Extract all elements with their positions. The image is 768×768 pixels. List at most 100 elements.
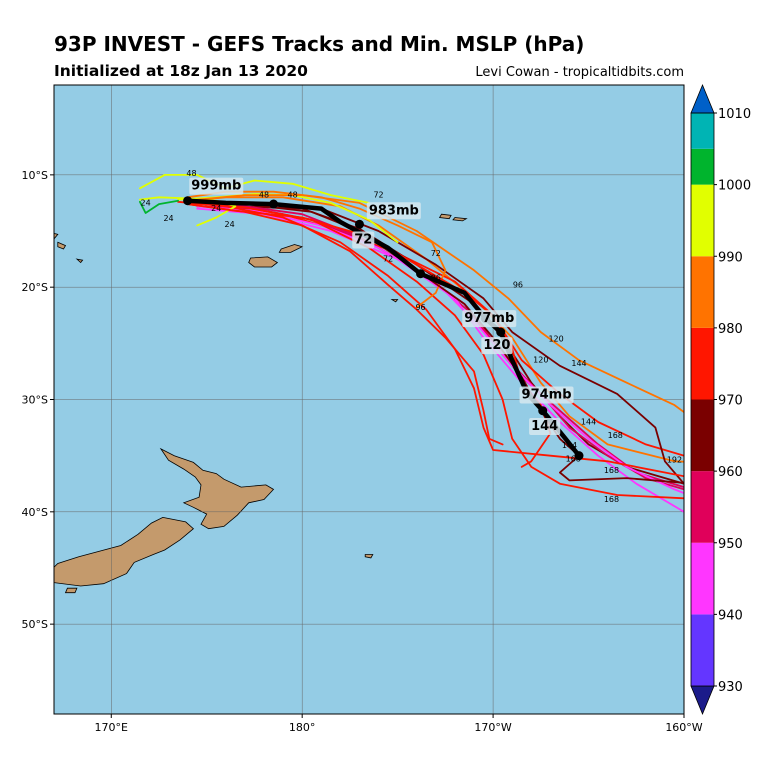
x-tick-label: 170°W <box>474 721 511 734</box>
forecast-hour-label: 192 <box>737 514 752 523</box>
forecast-hour-label: 168 <box>608 431 623 440</box>
mean-hour-label: 144 <box>531 419 558 434</box>
colorbar-tick-label: 950 <box>718 537 743 552</box>
mean-track-line <box>185 198 582 458</box>
grid-layer <box>54 85 684 714</box>
mean-hour-label: 72 <box>354 233 372 248</box>
forecast-hour-label: 24 <box>211 204 221 213</box>
pressure-label: 983mb <box>369 203 419 218</box>
colorbar-bottom-arrow <box>690 685 715 716</box>
forecast-hour-label: 24 <box>225 220 235 229</box>
land-espiritu-santo <box>54 233 59 240</box>
ensemble-track <box>186 194 684 414</box>
x-axis-ticks: 170°E 180° 170°W 160°W <box>95 714 703 734</box>
colorbar-tick-label: 980 <box>718 322 743 337</box>
forecast-hour-label: 24 <box>141 198 151 207</box>
pressure-label-background <box>519 386 574 404</box>
pressure-label: 974mb <box>522 388 572 403</box>
chart-subtitle: Initialized at 18z Jan 13 2020 <box>54 62 308 80</box>
colorbar-band <box>691 471 714 543</box>
forecast-hour-label: 96 <box>513 280 523 289</box>
land-north-island <box>159 447 275 530</box>
x-tick-label: 180° <box>289 721 316 734</box>
ensemble-track <box>138 199 180 214</box>
colorbar-tick-label: 930 <box>718 680 743 695</box>
mean-track-marker <box>538 406 548 416</box>
colorbar-band <box>691 184 714 257</box>
pressure-label: 999mb <box>191 179 241 194</box>
land-chatham-islands <box>364 554 374 559</box>
colorbar-band <box>691 614 714 686</box>
land-malekula <box>57 241 67 250</box>
land-stewart-island <box>64 587 78 594</box>
ensemble-track <box>186 196 684 463</box>
colorbar-band <box>691 542 714 615</box>
y-tick-label: 50°S <box>22 618 48 631</box>
forecast-hour-label: 120 <box>548 334 563 343</box>
forecast-hour-label: 96 <box>431 274 441 283</box>
mean-hour-label-background <box>352 231 375 249</box>
y-tick-label: 40°S <box>22 506 48 519</box>
colorbar-tick-label: 970 <box>718 394 743 409</box>
land-viti-levu <box>248 256 279 268</box>
y-tick-label: 20°S <box>22 281 48 294</box>
mean-track-marker <box>183 196 193 206</box>
colorbar-tick-label: 940 <box>718 608 743 623</box>
colorbar-tick-label: 990 <box>718 250 743 265</box>
forecast-hour-label: 144 <box>571 359 586 368</box>
land-upolu <box>452 217 468 222</box>
credit-text: Levi Cowan - tropicaltidbits.com <box>475 65 684 80</box>
ensemble-track <box>177 200 684 478</box>
ensemble-track <box>186 201 684 500</box>
pressure-label-background <box>189 177 244 195</box>
forecast-hour-label: 192 <box>724 483 739 492</box>
colorbar-top-arrow <box>690 83 715 114</box>
forecast-hour-label: 48 <box>259 191 269 200</box>
forecast-hour-label: 72 <box>383 255 393 264</box>
forecast-hour-label: 48 <box>186 169 196 178</box>
colorbar-band <box>691 327 714 400</box>
mean-hour-label-group: 120 <box>481 337 513 355</box>
pressure-label-group: 999mb <box>189 177 244 195</box>
forecast-hour-label: 168 <box>724 456 739 465</box>
mean-hour-label-background <box>481 337 513 355</box>
chart-title: 93P INVEST - GEFS Tracks and Min. MSLP (… <box>54 32 585 56</box>
colorbar-band <box>691 148 714 185</box>
mean-hour-label-background <box>529 417 561 435</box>
y-axis-ticks: 10°S 20°S 30°S 40°S 50°S <box>22 169 54 631</box>
colorbar-tick-label: 960 <box>718 465 743 480</box>
forecast-hour-label: 216 <box>743 465 758 474</box>
pressure-label-background <box>366 202 421 220</box>
y-tick-label: 10°S <box>22 169 48 182</box>
x-tick-label: 160°W <box>665 721 702 734</box>
forecast-hour-label: 72 <box>431 249 441 258</box>
pressure-label-group: 983mb <box>366 202 421 220</box>
colorbar-tick-label: 1010 <box>718 107 751 122</box>
forecast-hour-label: 96 <box>415 303 425 312</box>
forecast-hour-label: 144 <box>562 441 577 450</box>
y-tick-label: 30°S <box>22 394 48 407</box>
colorbar-tick-label: 1000 <box>718 179 751 194</box>
forecast-hour-label: 72 <box>373 191 383 200</box>
colorbar-band <box>691 113 714 149</box>
mean-hour-label-group: 72 <box>352 231 375 249</box>
label-layer: 48 24 24 24 24 48 48 72 72 72 96 96 96 120 144 120 144 14… <box>141 169 758 523</box>
forecast-hour-label: 168 <box>566 455 581 464</box>
x-tick-label: 170°E <box>95 721 128 734</box>
mean-track-marker <box>496 327 506 337</box>
mean-track-marker <box>269 199 279 209</box>
forecast-hour-label: 168 <box>604 466 619 475</box>
land-vanua-levu <box>278 244 304 253</box>
colorbar-band <box>691 256 714 328</box>
land-efate <box>75 258 84 264</box>
forecast-hour-label: 192 <box>667 456 682 465</box>
forecast-hour-label: 120 <box>533 356 548 365</box>
mean-track-marker <box>354 219 364 229</box>
forecast-hour-label: 144 <box>581 417 596 426</box>
forecast-hour-label: 168 <box>604 495 619 504</box>
ensemble-track <box>186 201 684 485</box>
ensemble-track <box>186 203 504 446</box>
land-tongatapu <box>390 299 399 303</box>
mean-track-marker <box>574 451 584 461</box>
